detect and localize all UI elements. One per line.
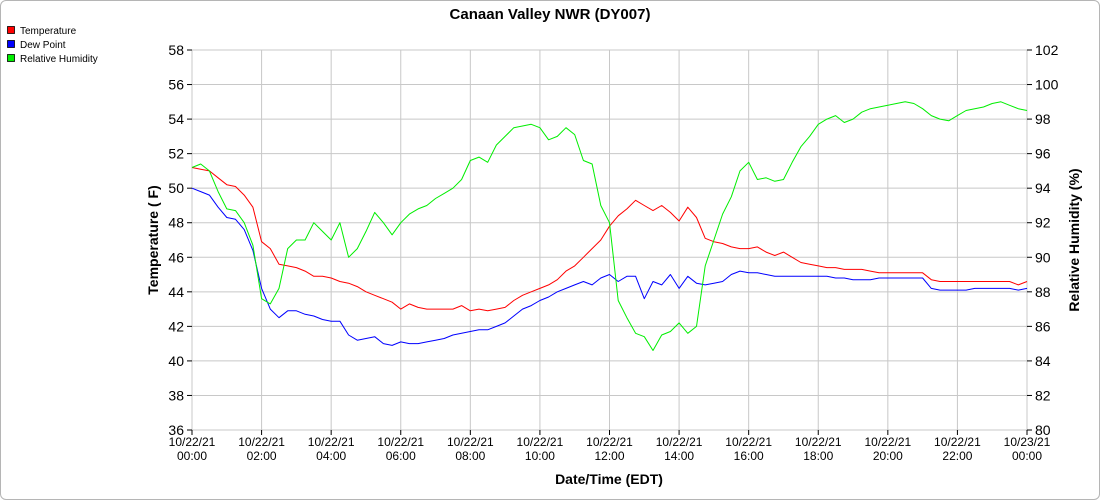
x-tick-time: 18:00 (803, 449, 833, 463)
y-right-tick-label: 86 (1035, 318, 1051, 334)
y-right-tick-label: 102 (1035, 42, 1059, 58)
legend-label-relative-humidity: Relative Humidity (20, 54, 98, 65)
y-right-tick-label: 90 (1035, 249, 1051, 265)
x-tick-date: 10/22/21 (517, 435, 564, 449)
x-tick-time: 08:00 (455, 449, 485, 463)
y-left-tick-label: 58 (168, 42, 184, 58)
x-tick-time: 12:00 (594, 449, 624, 463)
y-left-tick-label: 54 (168, 111, 184, 127)
y-left-tick-label: 48 (168, 215, 184, 231)
y-axis-right-label: Relative Humidity (%) (1066, 168, 1082, 311)
axis-ticks: 36 80 38 82 40 84 42 86 44 88 46 90 48 92 50 94 52 96 54 98… (168, 42, 1058, 463)
y-right-tick-label: 80 (1035, 422, 1051, 438)
x-tick-date: 10/22/21 (238, 435, 285, 449)
x-tick-date: 10/22/21 (308, 435, 355, 449)
y-right-tick-label: 98 (1035, 111, 1051, 127)
y-left-tick-label: 36 (168, 422, 184, 438)
x-tick-date: 10/22/21 (725, 435, 772, 449)
x-tick-date: 10/23/21 (1004, 435, 1051, 449)
legend: Temperature Dew Point Relative Humidity (7, 26, 98, 65)
legend-swatch-relative-humidity (7, 54, 15, 62)
x-axis-label: Date/Time (EDT) (555, 471, 663, 487)
x-tick-date: 10/22/21 (934, 435, 981, 449)
y-right-tick-label: 88 (1035, 284, 1051, 300)
y-left-tick-label: 44 (168, 284, 184, 300)
y-left-tick-label: 46 (168, 249, 184, 265)
series-line-relative-humidity (191, 101, 1028, 351)
y-left-tick-label: 52 (168, 146, 184, 162)
x-tick-time: 04:00 (316, 449, 346, 463)
x-tick-time: 06:00 (386, 449, 416, 463)
chart-title: Canaan Valley NWR (DY007) (450, 6, 651, 23)
legend-label-temperature: Temperature (20, 26, 77, 37)
series-line-dew-point (191, 187, 1028, 346)
grid (191, 49, 1028, 431)
x-tick-date: 10/22/21 (586, 435, 633, 449)
x-tick-time: 10:00 (525, 449, 555, 463)
y-axis-left-label: Temperature ( F) (145, 185, 161, 294)
x-tick-date: 10/22/21 (169, 435, 216, 449)
y-right-tick-label: 84 (1035, 353, 1051, 369)
y-right-tick-label: 82 (1035, 387, 1051, 403)
y-right-tick-label: 94 (1035, 180, 1051, 196)
x-tick-time: 00:00 (1012, 449, 1042, 463)
x-tick-time: 00:00 (177, 449, 207, 463)
y-left-tick-label: 50 (168, 180, 184, 196)
x-tick-time: 14:00 (664, 449, 694, 463)
x-tick-time: 22:00 (942, 449, 972, 463)
x-tick-time: 02:00 (247, 449, 277, 463)
series-lines (191, 101, 1028, 351)
y-left-tick-label: 56 (168, 77, 184, 93)
y-right-tick-label: 92 (1035, 215, 1051, 231)
y-left-tick-label: 42 (168, 318, 184, 334)
y-right-tick-label: 100 (1035, 77, 1059, 93)
y-right-tick-label: 96 (1035, 146, 1051, 162)
y-left-tick-label: 38 (168, 387, 184, 403)
legend-swatch-temperature (7, 26, 15, 34)
x-tick-date: 10/22/21 (795, 435, 842, 449)
legend-swatch-dew-point (7, 40, 15, 48)
x-tick-date: 10/22/21 (864, 435, 911, 449)
x-tick-date: 10/22/21 (377, 435, 424, 449)
x-tick-time: 20:00 (873, 449, 903, 463)
x-tick-time: 16:00 (734, 449, 764, 463)
x-tick-date: 10/22/21 (447, 435, 494, 449)
x-tick-date: 10/22/21 (656, 435, 703, 449)
y-left-tick-label: 40 (168, 353, 184, 369)
legend-label-dew-point: Dew Point (20, 40, 66, 51)
